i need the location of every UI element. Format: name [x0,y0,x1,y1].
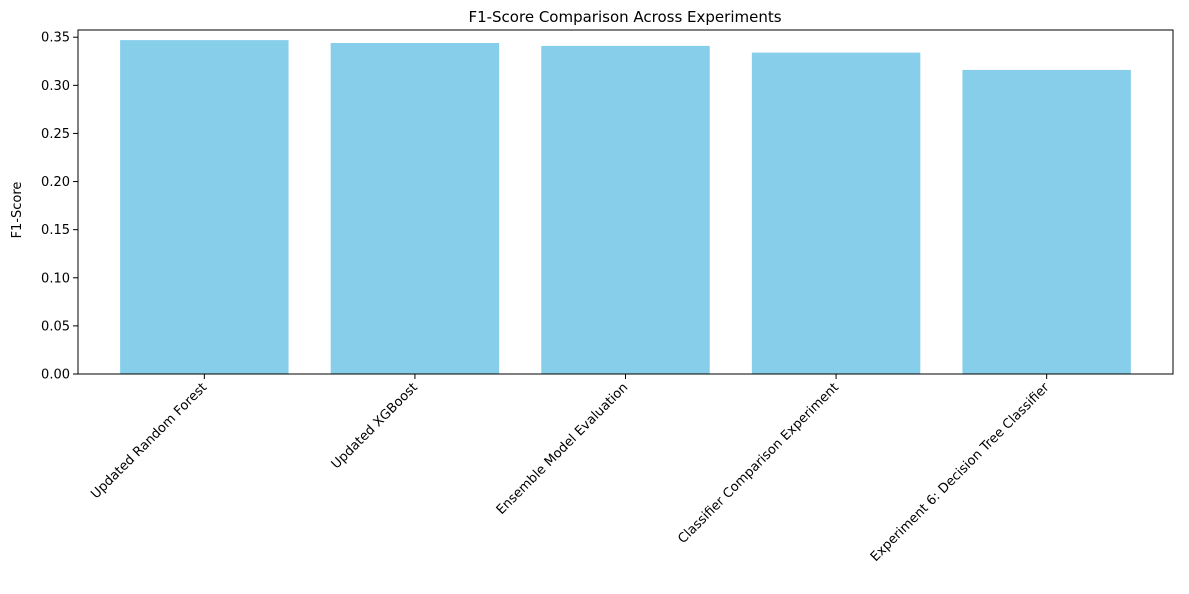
bar-0 [120,40,289,375]
y-axis: 0.00 0.05 0.10 0.15 0.20 0.25 0.30 0.35 [41,31,78,383]
x-tick-label-2: Ensemble Model Evaluation [494,380,632,518]
x-tick-label-4: Experiment 6: Decision Tree Classifier [868,380,1053,565]
bar-2 [541,45,710,374]
y-tick-label-2: 0.10 [41,271,70,286]
y-tick-label-0: 0.00 [41,368,70,383]
bar-4 [962,69,1131,375]
y-axis-title: F1-Score [10,182,25,239]
x-tick-label-1: Updated XGBoost [329,380,421,472]
bars-layer [120,40,1131,375]
chart-title: F1-Score Comparison Across Experiments [468,8,781,26]
y-tick-label-6: 0.30 [41,79,70,94]
plot-frame [77,29,1174,375]
x-tick-label-0: Updated Random Forest [88,380,210,502]
y-tick-label-5: 0.25 [41,127,70,142]
bar-1 [330,42,500,375]
y-tick-label-7: 0.35 [41,31,70,46]
x-axis: Updated Random Forest Updated XGBoost Ense… [88,374,1053,565]
bar-3 [751,52,921,375]
y-tick-label-4: 0.20 [41,175,70,190]
y-tick-label-1: 0.05 [41,319,70,334]
y-tick-label-3: 0.15 [41,223,70,238]
x-tick-label-3: Classifier Comparison Experiment [675,380,842,547]
